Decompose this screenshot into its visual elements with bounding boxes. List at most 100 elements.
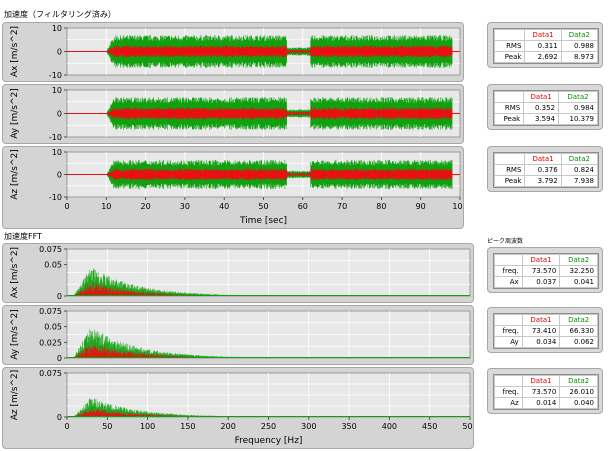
row-label: RMS	[493, 102, 525, 114]
y-axis-label: Ay [m/s^2]	[10, 88, 20, 139]
x-tick-label: 300	[301, 422, 316, 431]
table-cell: 73.570	[521, 386, 561, 398]
table-corner	[494, 314, 523, 326]
table-row: freq. 73.410 66.330	[494, 325, 598, 337]
signal-traces	[67, 329, 470, 358]
x-tick-label: 250	[261, 422, 276, 431]
az-time-chart: Az [m/s^2]100-100102030405060708090100Ti…	[10, 148, 463, 226]
table-header-data1: Data1	[521, 254, 561, 266]
table-corner	[493, 91, 525, 103]
table-row: freq. 73.570 26.010	[494, 386, 598, 398]
table-cell: 2.692	[524, 51, 562, 63]
x-axis-label: Time [sec]	[239, 216, 287, 226]
y-tick-label: 10	[52, 148, 62, 157]
y-tick-label: 0.075	[39, 369, 62, 378]
signal-traces	[67, 35, 460, 68]
signal-traces	[67, 159, 460, 190]
y-tick-label: 0	[57, 292, 62, 301]
table-cell: 26.010	[559, 386, 598, 398]
signal-traces	[67, 398, 470, 417]
x-tick-label: 100	[452, 202, 463, 211]
row-label: freq.	[494, 265, 523, 277]
row-label: Ax	[494, 276, 523, 288]
row-label: Peak	[493, 175, 526, 187]
y-axis-label: Ay [m/s^2]	[10, 309, 20, 360]
az-stats-table: Data1 Data2 RMS 0.376 0.824 Peak 3.792 7.938	[493, 152, 599, 188]
x-tick-label: 40	[219, 202, 229, 211]
table-header-data2: Data2	[559, 314, 598, 326]
table-cell: 0.376	[524, 164, 562, 176]
x-tick-label: 10	[101, 202, 111, 211]
table-cell: 0.040	[559, 397, 598, 409]
peak-frequency-title: ピーク周波数	[487, 238, 524, 245]
table-cell: 0.034	[521, 336, 561, 348]
table-cell: 0.014	[521, 397, 561, 409]
y-tick-label: -10	[49, 193, 62, 202]
table-cell: 73.570	[521, 265, 561, 277]
ax-time-chart: Ax [m/s^2] 10 0 -10	[10, 24, 461, 80]
y-tick-label: 0	[57, 110, 62, 119]
y-tick-label: 0.075	[39, 245, 62, 254]
x-tick-label: 50	[258, 202, 268, 211]
ax-peak-box: Data1 Data2 freq. 73.570 32.250 Ax 0.037 0.041	[487, 247, 603, 293]
y-tick-label: -10	[49, 71, 62, 80]
ay-fft-chart: Ay [m/s^2] 0.075 0.05 0.025 0	[10, 307, 471, 363]
y-tick-label: 0.075	[39, 307, 62, 316]
table-header-data2: Data2	[559, 254, 598, 266]
x-tick-label: 0	[64, 422, 69, 431]
table-cell: 0.824	[560, 164, 599, 176]
row-label: freq.	[494, 386, 523, 398]
y-tick-label: 10	[52, 24, 62, 33]
table-header-data1: Data1	[521, 314, 561, 326]
table-cell: 10.379	[558, 113, 598, 125]
row-label: Peak	[493, 51, 526, 63]
ax-fft-chart: Ax [m/s^2] 0.075 0.05 0	[10, 245, 471, 301]
table-row: RMS 0.352 0.984	[493, 102, 598, 114]
y-tick-label: 0	[57, 413, 62, 422]
table-header-data1: Data1	[523, 91, 560, 103]
table-cell: 8.973	[560, 51, 599, 63]
row-label: RMS	[493, 164, 526, 176]
y-tick-label: -10	[49, 133, 62, 142]
table-cell: 0.062	[559, 336, 598, 348]
row-label: Peak	[493, 113, 525, 125]
y-tick-label: 0	[57, 171, 62, 180]
table-corner	[493, 153, 526, 165]
x-tick-label: 350	[341, 422, 356, 431]
table-cell: 73.410	[521, 325, 561, 337]
x-tick-label: 100	[140, 422, 155, 431]
x-tick-label: 150	[180, 422, 195, 431]
table-corner	[494, 375, 523, 387]
az-peak-box: Data1 Data2 freq. 73.570 26.010 Az 0.014 0.040	[487, 368, 603, 414]
table-row: Az 0.014 0.040	[494, 397, 598, 409]
x-tick-label: 80	[376, 202, 386, 211]
table-header-data1: Data1	[521, 375, 561, 387]
row-label: Az	[494, 397, 523, 409]
ay-time-panel: Ay [m/s^2] 10 0 -10	[2, 84, 464, 144]
ay-time-chart: Ay [m/s^2] 10 0 -10	[10, 86, 461, 142]
y-axis-label: Az [m/s^2]	[10, 149, 20, 200]
y-tick-label: 10	[52, 86, 62, 95]
table-row: RMS 0.376 0.824	[493, 164, 599, 176]
az-stats-box: Data1 Data2 RMS 0.376 0.824 Peak 3.792 7.938	[487, 146, 603, 192]
az-peak-table: Data1 Data2 freq. 73.570 26.010 Az 0.014 0.040	[493, 374, 599, 410]
x-tick-label: 500	[462, 422, 473, 431]
y-axis-label: Az [m/s^2]	[10, 370, 20, 421]
table-cell: 0.352	[523, 102, 560, 114]
y-tick-label: 0	[57, 354, 62, 363]
ax-time-panel: Ax [m/s^2] 10 0 -10	[2, 22, 464, 82]
signal-traces	[67, 97, 460, 130]
x-tick-label: 30	[180, 202, 190, 211]
ay-stats-box: Data1 Data2 RMS 0.352 0.984 Peak 3.594 10.379	[487, 84, 603, 130]
table-cell: 66.330	[559, 325, 598, 337]
table-row: freq. 73.570 32.250	[494, 265, 598, 277]
y-tick-label: 0	[57, 48, 62, 57]
x-tick-label: 200	[221, 422, 236, 431]
x-tick-label: 50	[102, 422, 112, 431]
x-axis-label: Frequency [Hz]	[235, 436, 303, 446]
az-fft-panel: Az [m/s^2] 0.075 0 0 50 100 150 200 250 300 350 400…	[2, 367, 474, 449]
az-fft-chart: Az [m/s^2] 0.075 00 50 100 150 200 250 300 350 400…	[10, 369, 473, 446]
table-cell: 3.594	[523, 113, 560, 125]
y-tick-label: 0.05	[44, 323, 62, 332]
row-label: RMS	[493, 40, 526, 52]
